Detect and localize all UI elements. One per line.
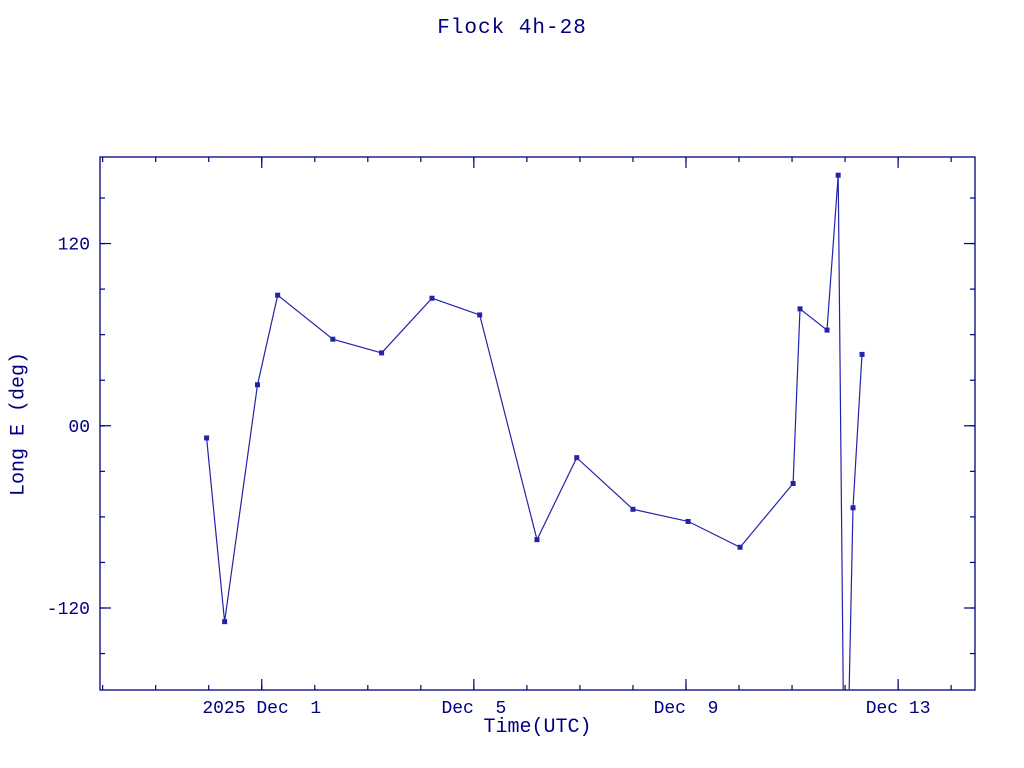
data-point: [534, 537, 540, 543]
y-axis-label: Long E (deg): [7, 351, 31, 497]
data-point: [222, 619, 228, 625]
data-point: [797, 306, 803, 312]
x-tick-label: Dec 9: [654, 699, 719, 719]
y-tick-label: -120: [47, 600, 90, 620]
data-point: [859, 351, 865, 357]
data-point: [824, 327, 830, 333]
data-point: [685, 518, 691, 524]
data-point: [204, 435, 210, 441]
data-point: [379, 350, 385, 356]
data-point: [255, 382, 260, 388]
x-tick-label: Dec 13: [866, 699, 931, 719]
data-point: [330, 336, 336, 342]
data-point: [850, 505, 856, 511]
data-line: [206, 175, 863, 690]
x-tick-label: Dec 5: [441, 699, 506, 719]
plot-frame: [99, 156, 976, 691]
data-point: [477, 312, 483, 318]
data-point: [275, 292, 281, 298]
data-point: [429, 295, 435, 301]
data-layer: [204, 172, 865, 690]
data-point: [835, 172, 841, 178]
data-point: [790, 480, 796, 486]
data-point: [630, 506, 636, 512]
data-point: [737, 544, 743, 550]
y-tick-label: 00: [68, 418, 90, 438]
x-tick-label: 2025 Dec 1: [202, 699, 321, 719]
x-axis-label: Time(UTC): [483, 716, 592, 739]
chart-title: Flock 4h-28: [437, 17, 587, 40]
data-point: [574, 455, 580, 461]
y-tick-label: 120: [58, 236, 90, 256]
